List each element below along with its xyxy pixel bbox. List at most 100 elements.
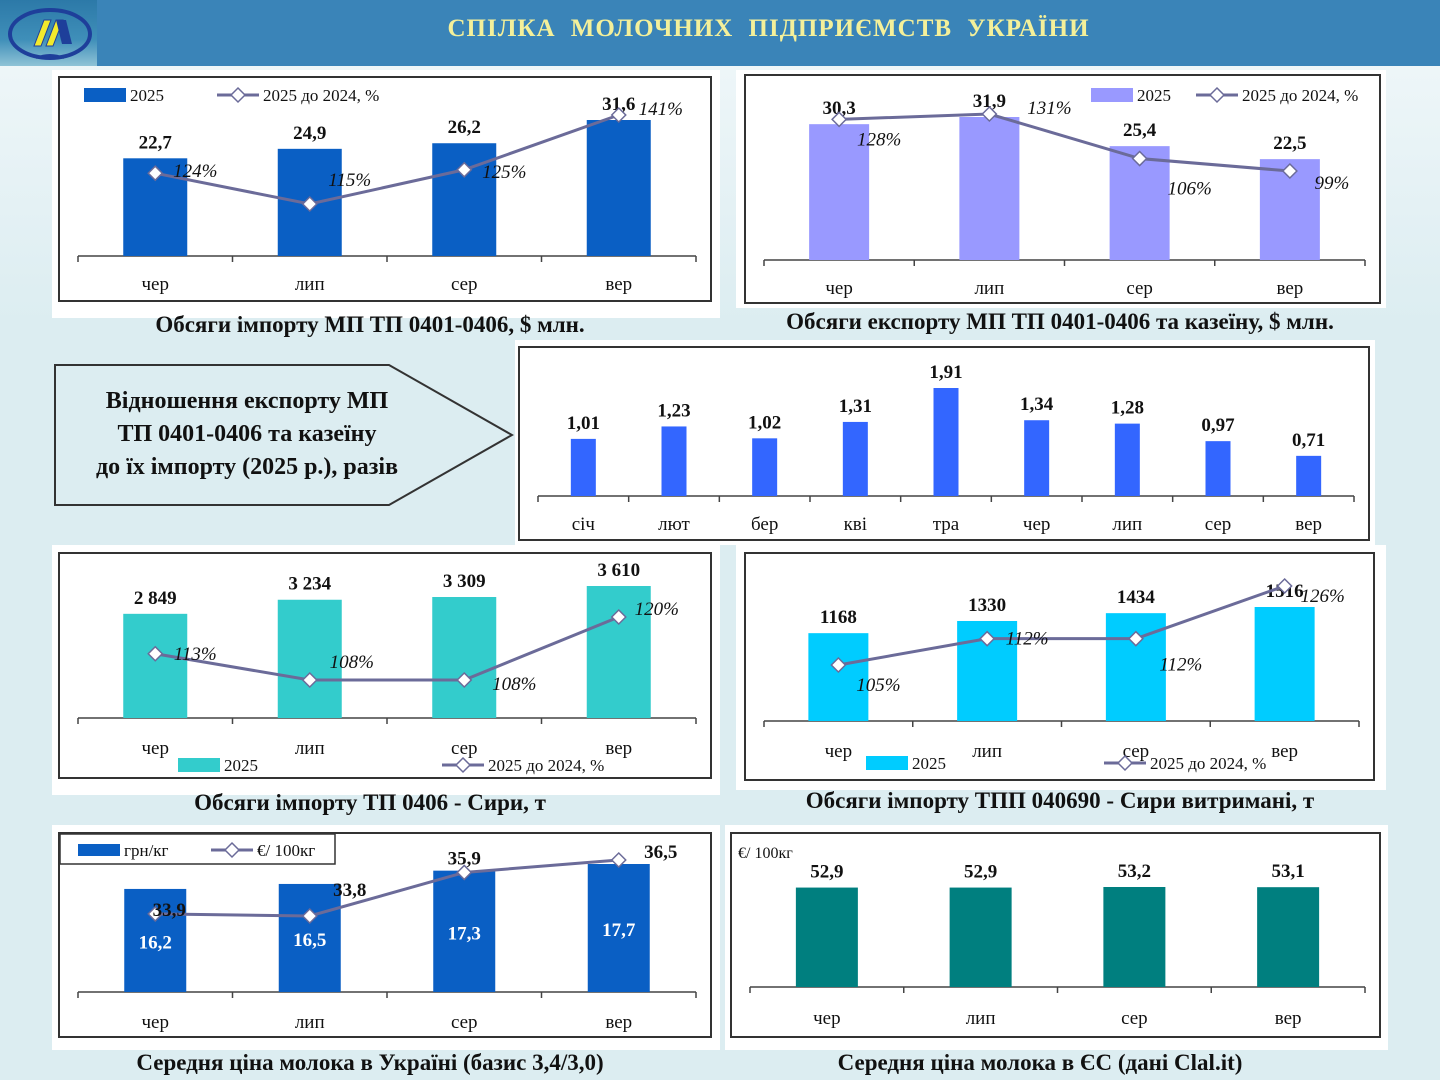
- category-label: сер: [1123, 741, 1150, 762]
- ratio-callout-arrow: [54, 364, 514, 506]
- category-label: лют: [658, 514, 690, 535]
- bar: [959, 117, 1020, 260]
- bar-value-label: 22,7: [139, 132, 173, 153]
- bar-value-label: 1,01: [567, 413, 600, 434]
- bar-value-label: 52,9: [964, 862, 997, 883]
- category-label: чер: [142, 274, 170, 295]
- legend-swatch-bar: [84, 88, 126, 102]
- line-marker: [981, 105, 998, 123]
- bar: [277, 599, 342, 718]
- category-label: сер: [1126, 278, 1153, 299]
- bar: [1296, 455, 1322, 496]
- line-value-label: 36,5: [644, 842, 677, 863]
- chart-frame-cheese: 2 849 чер 3 234 лип 3 309 сер 3 610 вер 113% 108%…: [58, 552, 712, 779]
- legend-swatch-bar: [866, 756, 908, 770]
- caption-aged-cheese: Обсяги імпорту ТПП 040690 - Сири витрима…: [805, 788, 1315, 813]
- category-label: січ: [572, 514, 596, 535]
- category-label: лип: [974, 278, 1004, 299]
- chart-frame-eu-price: 52,9 чер 52,9 лип 53,2 сер 53,1 вер €/ 100кг: [730, 832, 1381, 1038]
- chart-ratio: 1,01 січ 1,23 лют 1,02 бер 1,31 кві 1,91 тра 1,34 ч…: [537, 362, 1355, 535]
- line-marker: [610, 851, 627, 869]
- bar-value-label: 30,3: [823, 98, 856, 119]
- bar-value-label: 26,2: [448, 117, 481, 138]
- bar: [432, 597, 497, 718]
- line-series: [838, 584, 1286, 667]
- category-label: сер: [451, 274, 478, 295]
- category-label: лип: [972, 741, 1002, 762]
- line-value-label: 120%: [635, 599, 679, 620]
- bar: [661, 426, 687, 496]
- line-marker: [147, 905, 164, 922]
- ratio-callout-line: ТП 0401-0406 та казеїну: [117, 421, 377, 447]
- line-marker: [830, 656, 847, 674]
- line-value-label: 105%: [856, 675, 900, 696]
- legend-marker: [229, 86, 247, 104]
- bar-value-label: 1,02: [748, 412, 781, 433]
- bar-value-label: 1,91: [929, 362, 962, 383]
- category-label: чер: [825, 278, 853, 299]
- line-series: [839, 112, 1290, 173]
- caption-cheese: Обсяги імпорту ТП 0406 - Сири, т: [194, 790, 546, 815]
- line-marker: [1281, 162, 1298, 180]
- bar-value-label: 1168: [820, 607, 857, 628]
- line-marker: [147, 165, 164, 182]
- bar-value-label: 1330: [968, 595, 1006, 616]
- category-label: сер: [1205, 514, 1232, 535]
- category-label: сер: [451, 1012, 478, 1033]
- chart-cheese: 2 849 чер 3 234 лип 3 309 сер 3 610 вер 113% 108%…: [77, 560, 697, 775]
- legend-label: 2025: [130, 86, 164, 105]
- bar-value-label: 0,97: [1201, 415, 1235, 436]
- chart-aged-cheese: 1168чер1330лип1434сер1516вер105%112%112%…: [763, 577, 1360, 773]
- bar-value-label: 1,28: [1111, 398, 1144, 419]
- line-value-label: 108%: [330, 652, 374, 673]
- bar-value-label: 3 234: [288, 574, 331, 595]
- line-series: [154, 615, 620, 682]
- legend-marker: [454, 756, 472, 774]
- bar-value-label: 1,23: [657, 400, 690, 421]
- bar-value-label: 3 309: [443, 571, 486, 592]
- bar-value-label: 2 849: [134, 588, 177, 609]
- legend-label: 2025: [1137, 86, 1171, 105]
- dairy-union-logo-icon: [8, 8, 92, 60]
- bar-value-label: 0,71: [1292, 430, 1325, 451]
- bar-value-label: 3 610: [597, 560, 640, 581]
- bar: [433, 870, 496, 992]
- bar: [586, 586, 651, 718]
- bar-value-label: 17,7: [602, 920, 636, 941]
- ratio-callout-text: Відношення експорту МП ТП 0401-0406 та к…: [62, 385, 432, 484]
- line-value-label: 126%: [1300, 586, 1344, 607]
- chart-frame-aged-cheese: 1168чер1330лип1434сер1516вер105%112%112%…: [744, 552, 1375, 781]
- category-label: вер: [605, 274, 632, 295]
- chart-ua-price: 16,2 чер 16,5 лип 17,3 сер 17,7 вер 33,9 33,8 35,9…: [59, 833, 697, 1033]
- category-label: кві: [844, 514, 867, 535]
- bar: [587, 864, 650, 992]
- bar: [1254, 607, 1315, 721]
- line-marker: [456, 161, 473, 178]
- category-label: лип: [1112, 514, 1142, 535]
- bar: [949, 887, 1012, 987]
- line-marker: [1131, 150, 1148, 167]
- line-marker: [456, 864, 473, 881]
- bar: [809, 124, 870, 260]
- category-label: лип: [295, 274, 325, 295]
- legend-swatch-bar: [178, 758, 220, 772]
- category-label: чер: [813, 1008, 841, 1029]
- legend-label: 2025 до 2024, %: [1150, 754, 1266, 773]
- bar-value-label: 16,2: [139, 932, 172, 953]
- bar: [752, 438, 778, 496]
- line-value-label: 128%: [857, 129, 901, 150]
- category-label: чер: [142, 738, 170, 759]
- line-value-label: 141%: [639, 99, 683, 120]
- line-marker: [1276, 577, 1293, 595]
- line-value-label: 112%: [1006, 629, 1049, 650]
- category-label: лип: [966, 1008, 996, 1029]
- bar: [1114, 423, 1140, 496]
- bar-value-label: 31,6: [602, 94, 635, 115]
- bar-value-label: 1,31: [839, 396, 872, 417]
- bar-value-label: 22,5: [1273, 133, 1306, 154]
- chart-export: 30,3 чер 31,9 лип 25,4 сер 22,5 вер 128% 131% 106%…: [763, 86, 1366, 299]
- bar: [1205, 441, 1231, 496]
- unit-label: €/ 100кг: [738, 845, 793, 862]
- legend-label: 2025 до 2024, %: [1242, 86, 1358, 105]
- legend-label: €/ 100кг: [257, 841, 315, 860]
